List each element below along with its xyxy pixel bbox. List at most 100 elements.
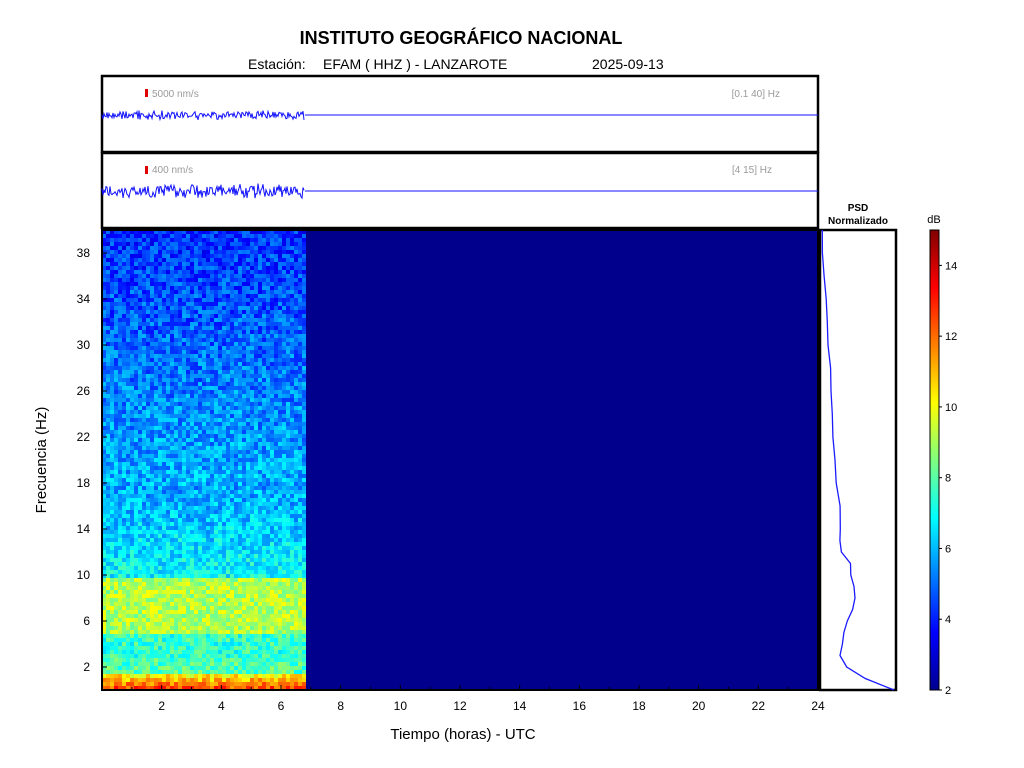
spectrogram-cell [190,558,194,562]
spectrogram-cell [230,478,234,482]
spectrogram-cell [126,606,130,610]
spectrogram-cell [102,230,106,234]
spectrogram-cell [122,274,126,278]
spectrogram-cell [262,650,266,654]
spectrogram-cell [134,478,138,482]
spectrogram-cell [218,562,222,566]
spectrogram-cell [178,502,182,506]
spectrogram-cell [206,622,210,626]
spectrogram-cell [166,334,170,338]
spectrogram-cell [230,366,234,370]
spectrogram-cell [202,562,206,566]
spectrogram-cell [154,446,158,450]
spectrogram-cell [122,322,126,326]
spectrogram-cell [138,358,142,362]
spectrogram-cell [114,382,118,386]
spectrogram-cell [150,538,154,542]
spectrogram-cell [106,682,110,686]
spectrogram-cell [114,674,118,678]
spectrogram-cell [138,506,142,510]
spectrogram-cell [106,326,110,330]
spectrogram-cell [246,394,250,398]
spectrogram-cell [202,498,206,502]
spectrogram-cell [210,310,214,314]
spectrogram-cell [222,426,226,430]
spectrogram-cell [238,294,242,298]
spectrogram-cell [270,302,274,306]
spectrogram-cell [274,258,278,262]
spectrogram-cell [102,686,106,690]
spectrogram-cell [222,366,226,370]
spectrogram-cell [174,402,178,406]
spectrogram-cell [218,430,222,434]
spectrogram-cell [102,442,106,446]
spectrogram-cell [246,618,250,622]
spectrogram-cell [102,494,106,498]
spectrogram-cell [154,618,158,622]
spectrogram-cell [126,638,130,642]
spectrogram-cell [202,630,206,634]
spectrogram-cell [190,246,194,250]
spectrogram-cell [250,590,254,594]
spectrogram-cell [138,530,142,534]
spectrogram-cell [154,246,158,250]
spectrogram-cell [266,346,270,350]
spectrogram-cell [186,322,190,326]
spectrogram-cell [166,374,170,378]
spectrogram-cell [238,350,242,354]
spectrogram-cell [178,362,182,366]
spectrogram-cell [126,242,130,246]
spectrogram-cell [174,274,178,278]
spectrogram-cell [178,610,182,614]
spectrogram-cell [186,538,190,542]
spectrogram-cell [194,470,198,474]
spectrogram-cell [118,426,122,430]
spectrogram-cell [126,238,130,242]
spectrogram-cell [218,550,222,554]
spectrogram-cell [158,322,162,326]
spectrogram-cell [146,306,150,310]
spectrogram-cell [198,422,202,426]
spectrogram-cell [210,294,214,298]
spectrogram-cell [178,286,182,290]
spectrogram-cell [122,638,126,642]
spectrogram-cell [158,386,162,390]
spectrogram-cell [142,482,146,486]
spectrogram-cell [226,482,230,486]
spectrogram-cell [138,470,142,474]
spectrogram-cell [186,646,190,650]
spectrogram-cell [150,486,154,490]
spectrogram-cell [198,418,202,422]
spectrogram-cell [266,326,270,330]
spectrogram-cell [262,322,266,326]
spectrogram-cell [134,658,138,662]
spectrogram-cell [110,606,114,610]
spectrogram-cell [202,426,206,430]
spectrogram-cell [134,270,138,274]
spectrogram-cell [238,670,242,674]
spectrogram-cell [146,414,150,418]
spectrogram-cell [230,318,234,322]
spectrogram-cell [166,246,170,250]
spectrogram-cell [226,662,230,666]
spectrogram-cell [182,630,186,634]
spectrogram-cell [166,478,170,482]
spectrogram-cell [146,534,150,538]
spectrogram-cell [174,326,178,330]
spectrogram-cell [182,566,186,570]
spectrogram-cell [138,370,142,374]
spectrogram-cell [150,290,154,294]
spectrogram-cell [138,622,142,626]
spectrogram-cell [166,314,170,318]
spectrogram-cell [206,398,210,402]
spectrogram-cell [262,626,266,630]
spectrogram-cell [210,422,214,426]
spectrogram-cell [274,334,278,338]
spectrogram-cell [242,238,246,242]
spectrogram-cell [102,294,106,298]
spectrogram-cell [238,638,242,642]
spectrogram-cell [126,442,130,446]
spectrogram-cell [162,390,166,394]
spectrogram-cell [122,542,126,546]
spectrogram-cell [154,462,158,466]
